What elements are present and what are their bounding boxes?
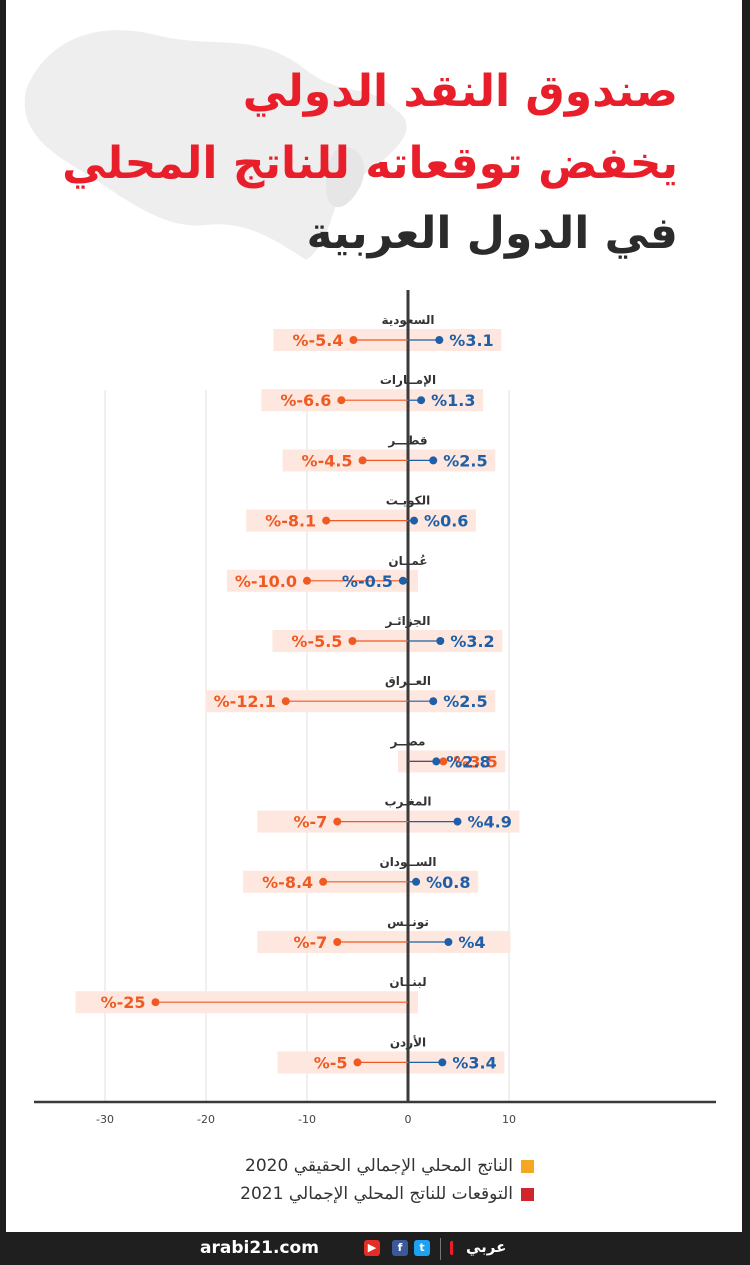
footer-divider (440, 1238, 441, 1260)
actual-value-label: %0.6 (424, 512, 468, 531)
forecast-value-label: %-5.5 (291, 632, 342, 651)
forecast-value-label: %-10.0 (235, 572, 297, 591)
forecast-value-label: %-8.1 (265, 512, 316, 531)
map-background (24, 30, 407, 261)
twitter-icon[interactable]: t (414, 1240, 430, 1256)
actual-value-label: %4.9 (467, 813, 511, 832)
actual-value-label: %-0.5 (342, 572, 393, 591)
x-tick-label: 0 (405, 1113, 412, 1126)
actual-point (453, 817, 462, 826)
forecast-value-label: %-8.4 (262, 873, 313, 892)
facebook-icon[interactable]: f (392, 1240, 408, 1256)
youtube-icon[interactable]: ▶ (364, 1240, 380, 1256)
logo-text: عربي (466, 1238, 507, 1256)
site-link[interactable]: arabi21.com (200, 1238, 319, 1258)
actual-value-label: %1.3 (431, 391, 475, 410)
actual-point (436, 637, 445, 645)
forecast-point (353, 1058, 362, 1067)
actual-point (432, 757, 441, 766)
gdp-chart: السعوديةالإمــاراتقطـــرالكويـتعُمــانال… (34, 290, 716, 1126)
infographic-card: صندوق النقد الدولي يخفض توقعاته للناتج ا… (6, 0, 742, 1232)
forecast-point (151, 998, 160, 1007)
title-line-1: صندوق النقد الدولي (242, 66, 679, 117)
legend-swatch-2020 (521, 1159, 534, 1173)
footer-bar: arabi21.com ▶ f t عربي (0, 1232, 750, 1265)
actual-value-label: %0.8 (426, 873, 470, 892)
forecast-value-label: %-7 (293, 933, 327, 952)
forecast-point (303, 576, 311, 585)
forecast-value-label: %-5.4 (292, 331, 343, 350)
actual-value-label: %3.1 (449, 331, 493, 350)
legend-swatch-2021 (521, 1187, 534, 1201)
forecast-point (349, 336, 358, 344)
forecast-value-label: %-4.5 (302, 451, 353, 470)
actual-point (444, 938, 453, 946)
actual-point (429, 697, 438, 706)
x-tick-label: -30 (96, 1113, 114, 1126)
actual-value-label: %3.2 (450, 632, 494, 651)
forecast-value-label: %-12.1 (214, 692, 276, 711)
actual-value-label: %2.5 (443, 451, 487, 470)
forecast-point (439, 757, 448, 766)
x-tick-label: -20 (197, 1113, 215, 1126)
actual-point (412, 877, 421, 886)
row-label-band (398, 750, 506, 773)
title-line-2: يخفض توقعاته للناتج المحلي (62, 138, 678, 189)
actual-point (417, 396, 426, 405)
forecast-value-label: %3.5 (453, 752, 497, 771)
title-line-3: في الدول العربية (306, 208, 679, 259)
actual-point (429, 456, 438, 465)
forecast-point (333, 938, 342, 946)
forecast-point (281, 697, 290, 706)
forecast-point (348, 637, 357, 645)
forecast-point (333, 817, 342, 826)
actual-value-label: %3.4 (452, 1053, 496, 1072)
actual-point (398, 576, 407, 585)
forecast-point (358, 456, 367, 465)
forecast-point (337, 396, 346, 405)
forecast-value-label: %-25 (101, 993, 146, 1012)
legend-item-2021: التوقعات للناتج المحلي الإجمالي 2021 (240, 1180, 534, 1208)
x-tick-label: -10 (298, 1113, 316, 1126)
x-tick-label: 10 (502, 1113, 516, 1126)
actual-value-label: %4 (458, 933, 485, 952)
actual-point (410, 516, 419, 525)
legend-label-2020: الناتج المحلي الإجمالي الحقيقي 2020 (245, 1156, 513, 1176)
actual-value-label: %2.8 (446, 752, 490, 771)
logo-mark-icon (450, 1241, 463, 1255)
forecast-point (319, 877, 328, 886)
legend-item-2020: الناتج المحلي الإجمالي الحقيقي 2020 (240, 1152, 534, 1180)
legend: الناتج المحلي الإجمالي الحقيقي 2020 التو… (240, 1152, 534, 1208)
forecast-point (322, 516, 331, 525)
actual-point (435, 336, 444, 344)
forecast-value-label: %-7 (293, 813, 327, 832)
forecast-value-label: %-5 (314, 1053, 348, 1072)
legend-label-2021: التوقعات للناتج المحلي الإجمالي 2021 (240, 1184, 513, 1204)
actual-point (438, 1058, 447, 1067)
actual-value-label: %2.5 (443, 692, 487, 711)
forecast-value-label: %-6.6 (280, 391, 331, 410)
